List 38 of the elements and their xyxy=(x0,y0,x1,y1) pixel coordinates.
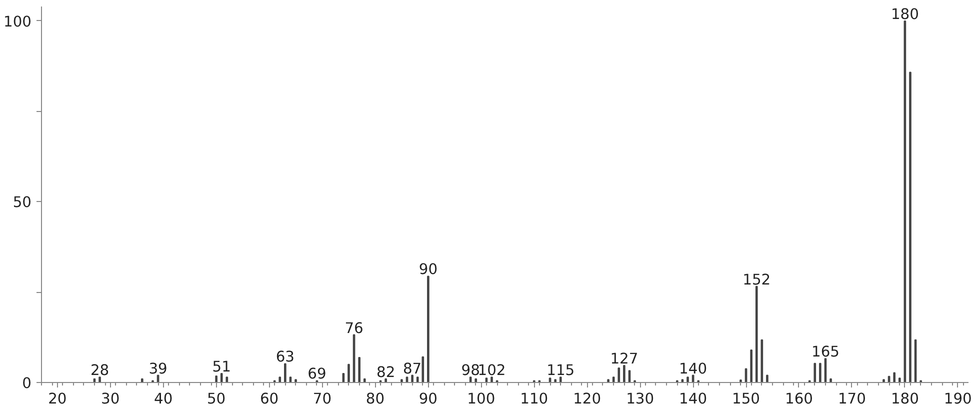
annotation: 152 xyxy=(742,271,771,288)
annotation: 51 xyxy=(212,358,231,376)
x-tick-label: 90 xyxy=(418,390,438,406)
x-tick-label: 140 xyxy=(679,390,708,406)
y-tick-label: 50 xyxy=(12,194,32,212)
annotation: 102 xyxy=(478,362,506,380)
x-tick-label: 40 xyxy=(154,390,173,406)
annotation: 90 xyxy=(418,261,438,278)
annotation: 63 xyxy=(276,348,294,366)
annotation: 140 xyxy=(679,360,708,378)
x-tick-label: 150 xyxy=(732,390,760,406)
x-tick-label: 80 xyxy=(366,390,385,406)
annotation: 82 xyxy=(376,364,396,381)
x-tick-label: 110 xyxy=(520,390,548,406)
annotation: 127 xyxy=(610,350,638,368)
x-tick-label: 120 xyxy=(573,390,602,406)
y-tick-label: 100 xyxy=(4,13,32,30)
x-tick-label: 50 xyxy=(206,390,226,406)
x-tick-label: 30 xyxy=(101,390,120,406)
x-tick-label: 180 xyxy=(890,390,919,406)
x-tick-label: 70 xyxy=(312,390,332,406)
x-tick-label: 100 xyxy=(467,390,496,406)
annotation: 165 xyxy=(811,344,840,361)
annotation: 180 xyxy=(890,6,919,23)
annotation: 76 xyxy=(344,320,364,337)
x-tick-label: 160 xyxy=(785,390,813,406)
annotation: 98 xyxy=(461,362,480,380)
y-tick-label: 0 xyxy=(22,375,32,392)
annotation: 39 xyxy=(148,360,168,378)
x-tick-label: 20 xyxy=(48,390,67,406)
x-tick-label: 170 xyxy=(838,390,866,406)
x-tick-label: 60 xyxy=(260,390,279,406)
x-tick-label: 130 xyxy=(626,390,654,406)
annotation: 28 xyxy=(90,362,110,380)
x-tick-label: 190 xyxy=(944,390,972,406)
annotation: 69 xyxy=(308,366,326,383)
annotation: 87 xyxy=(402,360,422,378)
annotation: 115 xyxy=(546,362,575,380)
